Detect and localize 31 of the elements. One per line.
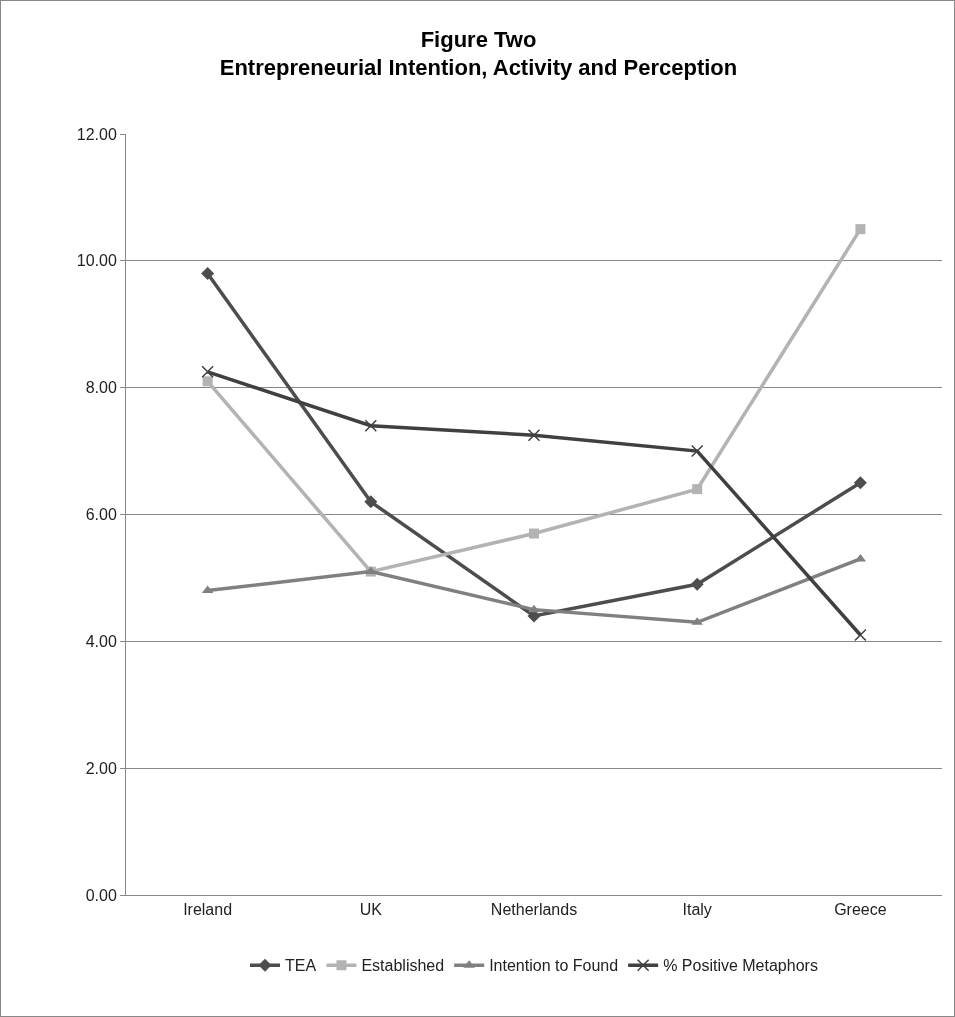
x-tick-label: Italy xyxy=(682,901,712,919)
y-tick-label: 12.00 xyxy=(76,125,117,143)
x-tick-label: Ireland xyxy=(183,901,233,919)
x-tick-label: UK xyxy=(359,901,383,919)
legend-label: Established xyxy=(361,957,445,975)
legend-label: TEA xyxy=(285,957,317,975)
point xyxy=(364,419,378,432)
y-tick-label: 8.00 xyxy=(85,379,117,397)
chart-title: Figure Two Entrepreneurial Intention, Activity and Perception xyxy=(219,26,738,81)
point xyxy=(690,444,704,458)
y-tick-label: 6.00 xyxy=(85,506,117,524)
legend-label: % Positive Metaphors xyxy=(663,957,818,975)
point xyxy=(853,476,867,490)
point xyxy=(690,577,704,591)
x-tick-label: Netherlands xyxy=(490,901,578,919)
point xyxy=(855,224,866,235)
x-tick-label: Greece xyxy=(834,901,887,919)
y-tick-label: 2.00 xyxy=(85,759,117,777)
point xyxy=(364,495,378,509)
point xyxy=(529,528,539,539)
point xyxy=(201,365,214,379)
y-tick-label: 4.00 xyxy=(85,632,117,650)
y-tick-label: 0.00 xyxy=(85,886,117,904)
y-tick-label: 10.00 xyxy=(76,252,117,270)
point xyxy=(692,484,703,495)
point xyxy=(854,628,867,642)
point xyxy=(527,428,541,442)
point xyxy=(202,376,213,387)
point xyxy=(528,604,540,613)
legend-label: Intention to Found xyxy=(489,957,619,975)
point xyxy=(201,267,215,281)
